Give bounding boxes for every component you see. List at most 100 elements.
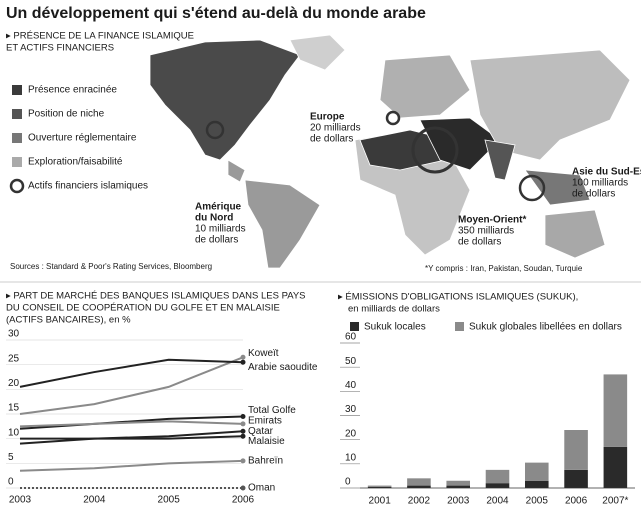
x-tick-label: 2003 [447,496,470,507]
x-tick-label: 2002 [408,496,431,507]
bar-segment [446,485,470,488]
bar-segment [603,446,628,488]
chart-title: (ACTIFS BANCAIRES), en % [6,315,131,326]
bar-segment [367,486,392,488]
line-series [19,415,244,430]
financial-ring [411,126,459,174]
middle-east [419,117,501,171]
y-tick-label: 0 [345,477,351,488]
line-series [19,459,244,472]
callout-name: Europe [310,112,345,123]
line-series [19,420,244,428]
callout-value: de dollars [195,235,238,246]
legend-label: Actifs financiers islamiques [28,181,148,192]
callout-value: 350 milliards [458,226,514,237]
x-tick-label: 2005 [158,495,181,506]
chart-title: ▸ ÉMISSIONS D'OBLIGATIONS ISLAMIQUES (SU… [338,292,578,303]
asia [469,49,631,161]
bar-segment [564,430,588,470]
financial-ring [205,120,225,140]
bar-segment [525,462,549,481]
legend-label: Présence enracinée [28,85,117,96]
world-map [149,34,631,269]
series-label: Koweït [248,348,279,359]
line-series [19,356,244,415]
financial-ring [385,110,401,126]
north-america [149,39,301,161]
footnote: *Y compris : Iran, Pakistan, Soudan, Tur… [425,264,583,273]
legend-swatch [12,85,22,95]
y-tick-label: 15 [8,403,20,414]
legend-swatch [12,157,22,167]
bar-segment [564,469,588,488]
legend-label: Position de niche [28,109,105,120]
callout-name: Amérique [195,202,242,213]
y-tick-label: 10 [8,427,20,438]
legend-label: Sukuk globales libellées en dollars [469,322,622,333]
y-tick-label: 10 [345,452,357,463]
map-heading: ET ACTIFS FINANCIERS [6,43,114,54]
series-label: Qatar [248,426,274,437]
end-dot [240,428,246,434]
x-tick-label: 2006 [565,496,588,507]
source: Sources : Standard & Poor's Rating Servi… [10,262,212,271]
financial-ring [518,174,546,202]
europe [379,54,471,119]
x-tick-label: 2001 [369,496,392,507]
end-dot [240,354,246,360]
bar-segment [407,478,431,486]
legend-ring [9,178,25,194]
south-asia [484,139,516,181]
legend-swatch [12,109,22,119]
bar-segment [367,485,392,487]
chart-title: ▸ PART DE MARCHÉ DES BANQUES ISLAMIQUES … [6,291,306,302]
bar-segment [407,485,431,488]
end-dot [240,433,246,439]
legend-label: Ouverture réglementaire [28,133,137,144]
y-tick-label: 20 [345,428,357,439]
end-dot [240,359,246,365]
y-tick-label: 5 [8,452,14,463]
series-label: Total Golfe [248,405,296,416]
legend-swatch [455,322,464,331]
y-tick-label: 20 [8,378,20,389]
series-label: Emirats [248,416,282,427]
legend-label: Sukuk locales [364,322,426,333]
line-series [20,435,244,440]
bar-segment [446,480,470,486]
bar-segment [603,374,628,447]
series-label: Arabie saoudite [248,362,318,373]
end-dot [240,413,246,419]
x-tick-label: 2003 [9,495,32,506]
chart-subtitle: en milliards de dollars [348,304,440,315]
x-tick-label: 2004 [83,495,106,506]
south-america [244,179,321,269]
page-title: Un développement qui s'étend au-delà du … [6,5,426,22]
callout-name: du Nord [195,213,233,224]
callout-value: de dollars [458,237,501,248]
bar-segment [485,469,510,484]
legend-label: Exploration/faisabilité [28,157,123,168]
y-tick-label: 30 [8,329,20,340]
central-america [227,159,246,183]
map-heading: ▸ PRÉSENCE DE LA FINANCE ISLAMIQUE [6,31,194,42]
y-tick-label: 30 [345,404,357,415]
x-tick-label: 2005 [526,496,549,507]
y-tick-label: 60 [345,332,357,343]
australia [544,209,606,259]
callout-value: 100 milliards [572,178,628,189]
legend-swatch [350,322,359,331]
y-tick-label: 0 [8,477,14,488]
series-label: Oman [248,483,275,494]
callout-value: de dollars [572,189,615,200]
callout-value: 20 milliards [310,123,361,134]
callout-value: de dollars [310,134,353,145]
legend-swatch [12,133,22,143]
series-label: Bahreïn [248,456,283,467]
series-label: Malaisie [248,436,285,447]
bar-segment [525,480,549,488]
end-dot [240,458,246,464]
line-series [19,358,244,388]
line-series [19,430,244,445]
